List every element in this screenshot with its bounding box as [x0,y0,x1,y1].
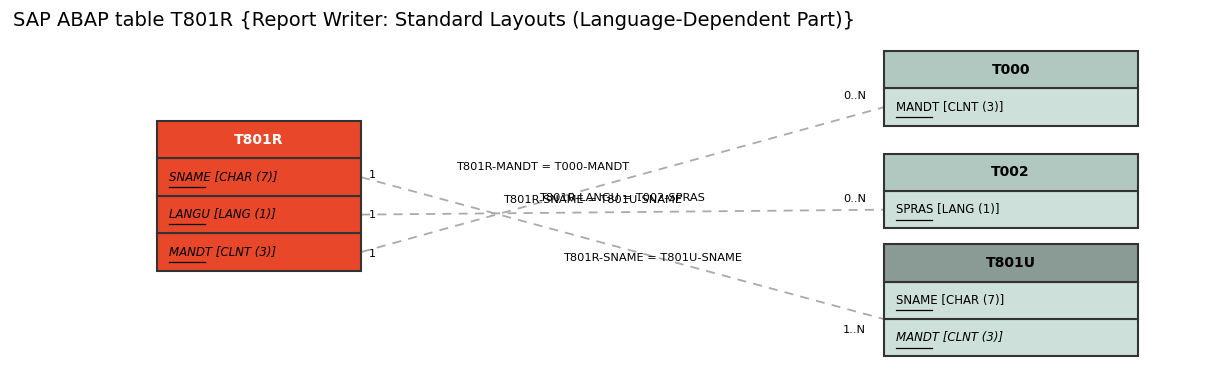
Text: MANDT [CLNT (3)]: MANDT [CLNT (3)] [896,331,1003,344]
Text: MANDT [CLNT (3)]: MANDT [CLNT (3)] [896,101,1003,114]
Text: SAP ABAP table T801R {Report Writer: Standard Layouts (Language-Dependent Part)}: SAP ABAP table T801R {Report Writer: Sta… [12,11,854,30]
Bar [884,282,1138,319]
Text: 1: 1 [369,249,376,259]
Bar [884,244,1138,282]
Bar [884,153,1138,191]
Bar [157,196,361,233]
Bar [157,233,361,271]
Text: SNAME [CHAR (7)]: SNAME [CHAR (7)] [896,294,1004,307]
Text: T801U: T801U [986,256,1036,270]
Bar [884,51,1138,89]
Text: T801R-SNAME = T801U-SNAME: T801R-SNAME = T801U-SNAME [562,253,742,263]
Text: 1: 1 [369,170,376,180]
Bar [884,89,1138,126]
Bar [157,121,361,158]
Text: 1..N: 1..N [843,325,865,335]
Text: LANGU [LANG (1)]: LANGU [LANG (1)] [169,208,276,221]
Text: T000: T000 [992,63,1030,77]
Text: T002: T002 [992,165,1030,179]
Bar [157,158,361,196]
Bar [884,191,1138,228]
Text: 0..N: 0..N [843,194,865,204]
Text: MANDT [CLNT (3)]: MANDT [CLNT (3)] [169,245,276,259]
Text: T801R: T801R [235,133,284,147]
Text: 0..N: 0..N [843,91,865,101]
Bar [884,319,1138,357]
Text: T801R-LANGU = T002-SPRAS: T801R-LANGU = T002-SPRAS [539,193,706,203]
Text: T801R-SNAME = T801U-SNAME: T801R-SNAME = T801U-SNAME [503,195,682,205]
Text: T801R-MANDT = T000-MANDT: T801R-MANDT = T000-MANDT [456,162,629,172]
Text: SNAME [CHAR (7)]: SNAME [CHAR (7)] [169,171,277,184]
Text: 1: 1 [369,210,376,220]
Text: SPRAS [LANG (1)]: SPRAS [LANG (1)] [896,203,999,216]
